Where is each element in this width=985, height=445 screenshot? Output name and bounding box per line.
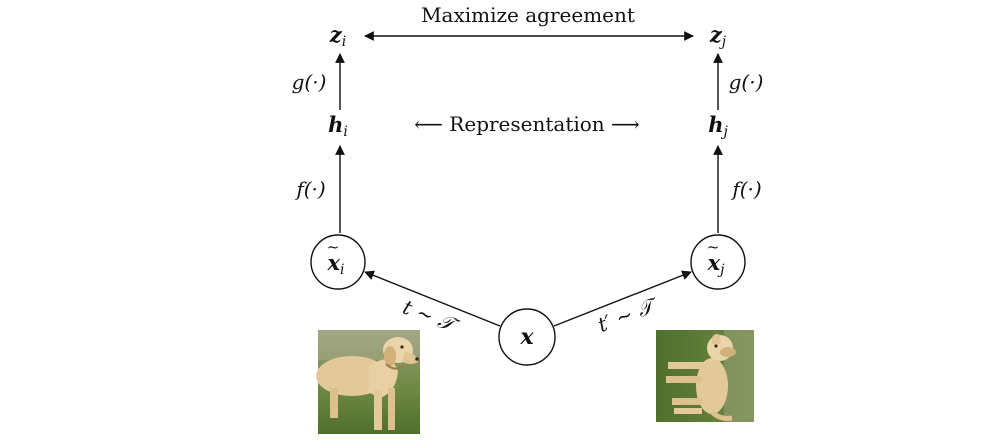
f-left-label: f(·) (294, 177, 325, 201)
svg-text:x: x (519, 324, 534, 350)
tilde-glyph: ~ (707, 238, 720, 256)
augment-left-arrow (364, 270, 501, 327)
h-i-node: hi (328, 112, 348, 140)
z-i-node: zi (329, 22, 346, 50)
right-dog-image (656, 330, 754, 422)
maximize-agreement-label: Maximize agreement (421, 3, 635, 27)
x-tilde-j-node: xj ~ (690, 234, 746, 290)
representation-label: ⟵ Representation ⟶ (414, 112, 639, 136)
svg-text:xi: xi (326, 250, 344, 278)
g-right-label: g(·) (729, 70, 764, 94)
left-dog-image (316, 330, 420, 434)
f-right-label: f(·) (730, 177, 761, 201)
svg-text:xj: xj (707, 250, 726, 278)
augment-right-arrow (553, 270, 692, 327)
augment-right-label: t′ ∼ 𝒯 (594, 292, 662, 337)
g-left-label: g(·) (292, 70, 327, 94)
svg-text:hj: hj (708, 112, 728, 140)
h-j-node: hj (708, 112, 728, 140)
tilde-glyph: ~ (327, 238, 340, 256)
x-node: x (498, 308, 556, 366)
svg-text:zj: zj (709, 22, 727, 50)
z-j-node: zj (709, 22, 727, 50)
svg-text:zi: zi (329, 22, 346, 50)
x-tilde-i-node: xi ~ (310, 234, 366, 290)
svg-text:hi: hi (328, 112, 348, 140)
